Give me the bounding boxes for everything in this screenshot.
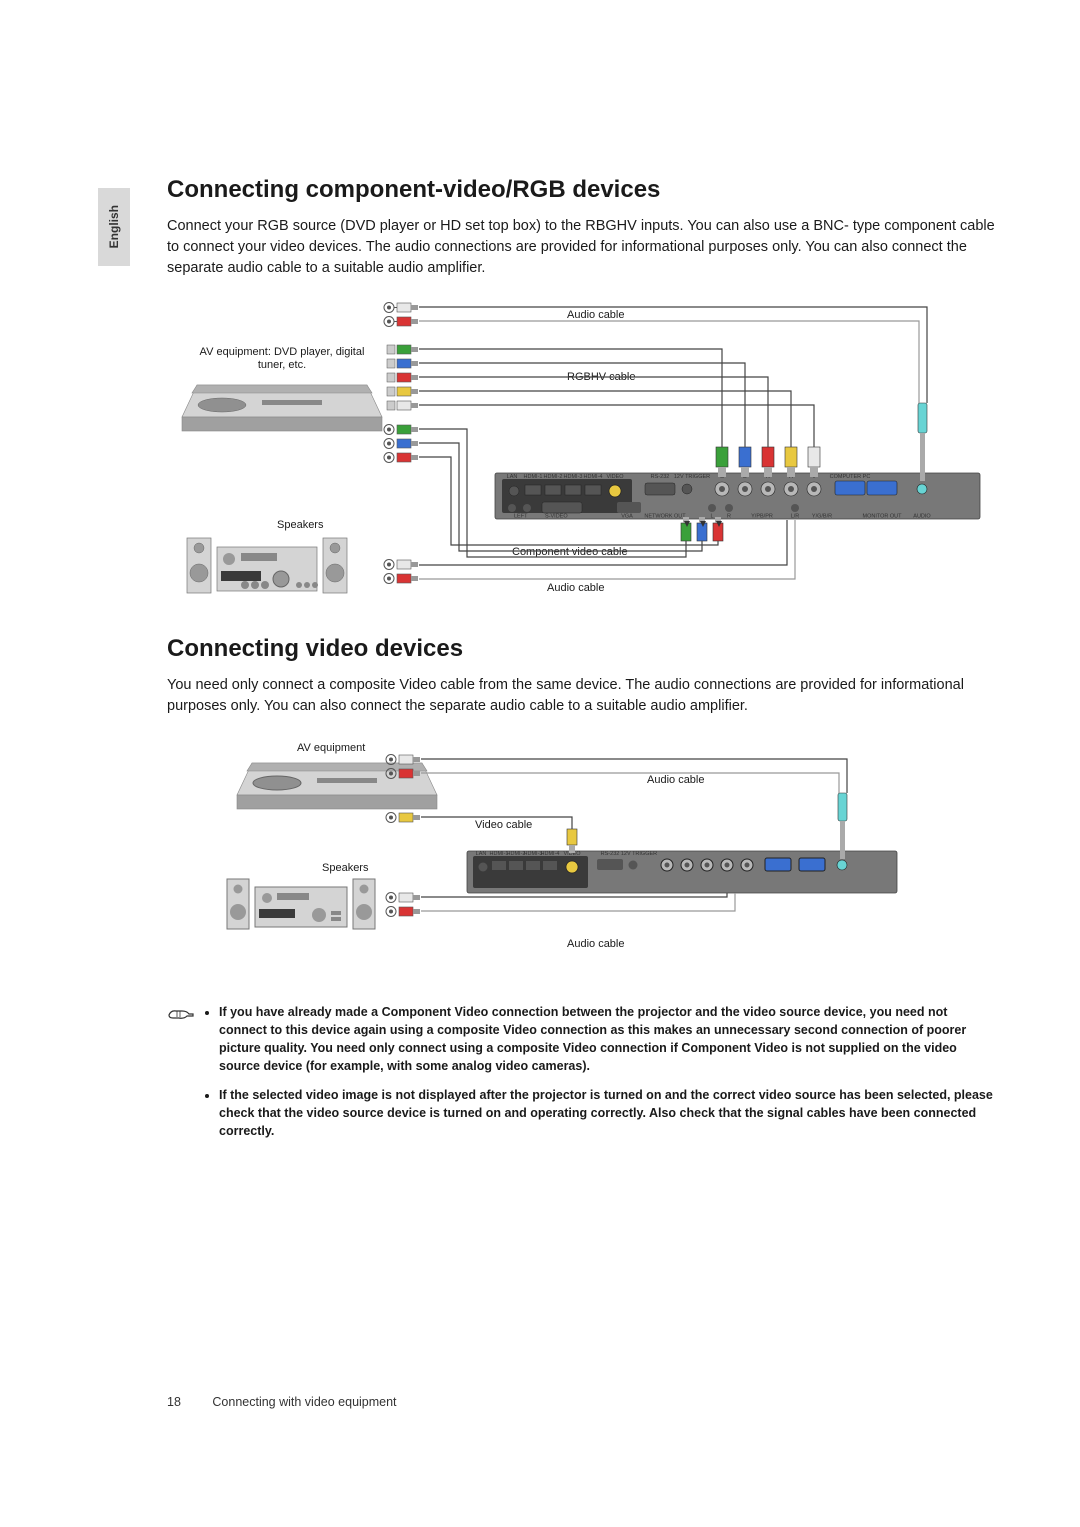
speakers-label: Speakers bbox=[277, 519, 324, 531]
svg-text:R: R bbox=[727, 514, 731, 520]
notes-list: If you have already made a Component Vid… bbox=[201, 1003, 997, 1150]
av-label: AV equipment: DVD player, digital bbox=[200, 346, 365, 358]
audio-cable-bottom-2: Audio cable bbox=[567, 938, 625, 950]
cables-group bbox=[419, 307, 927, 557]
svg-text:L/R: L/R bbox=[791, 514, 800, 520]
connector-column bbox=[384, 303, 418, 463]
section2-heading: Connecting video devices bbox=[167, 635, 997, 663]
svg-text:Y/PB/PR: Y/PB/PR bbox=[751, 514, 773, 520]
language-label: English bbox=[107, 205, 121, 248]
svg-text:HDMI-1: HDMI-1 bbox=[524, 474, 543, 480]
page-number: 18 bbox=[167, 1395, 181, 1409]
language-tab: English bbox=[98, 188, 130, 266]
svg-text:S-VIDEO: S-VIDEO bbox=[545, 514, 568, 520]
audio-plug-bottom-2 bbox=[386, 907, 420, 917]
projector-panel: LAN HDMI-1 HDMI-2 HDMI-3 HDMI-4 VIDEO RS… bbox=[495, 403, 980, 541]
svg-text:HDMI-2: HDMI-2 bbox=[544, 474, 563, 480]
note-item-1: If you have already made a Component Vid… bbox=[219, 1003, 997, 1076]
speakers-label-2: Speakers bbox=[322, 862, 369, 874]
dvd-player-icon bbox=[182, 385, 382, 431]
svg-text:VGA: VGA bbox=[621, 514, 633, 520]
svg-text:MONITOR OUT: MONITOR OUT bbox=[862, 514, 902, 520]
section2-body: You need only connect a composite Video … bbox=[167, 675, 997, 717]
svg-text:RS-232: RS-232 bbox=[651, 474, 670, 480]
svg-text:VIDEO: VIDEO bbox=[606, 474, 624, 480]
svg-text:NETWORK OUT: NETWORK OUT bbox=[644, 514, 686, 520]
svg-text:12V TRIGGER: 12V TRIGGER bbox=[674, 474, 710, 480]
notes-block: If you have already made a Component Vid… bbox=[167, 1003, 997, 1150]
audio-cable-top-label: Audio cable bbox=[567, 309, 625, 321]
video-cable-label: Video cable bbox=[475, 819, 532, 831]
svg-text:LAN: LAN bbox=[507, 474, 518, 480]
svg-text:RS-232: RS-232 bbox=[601, 851, 620, 857]
audio-cable-top-2: Audio cable bbox=[647, 774, 705, 786]
section1-body: Connect your RGB source (DVD player or H… bbox=[167, 216, 997, 279]
page-content: Connecting component-video/RGB devices C… bbox=[167, 176, 997, 1150]
audio-plug-bottom bbox=[386, 893, 420, 903]
diagram-component-rgb: AV equipment: DVD player, digital tuner,… bbox=[167, 295, 997, 615]
audio-cable-bottom-label: Audio cable bbox=[547, 582, 605, 594]
component-cable-label: Component video cable bbox=[512, 546, 628, 558]
svg-text:12V TRIGGER: 12V TRIGGER bbox=[621, 851, 657, 857]
projector-panel-2: LAN HDMI-1 HDMI-2 HDMI-3 HDMI-4 VIDEO RS… bbox=[467, 793, 897, 893]
speakers-icon-2 bbox=[227, 879, 375, 929]
av-label-2: tuner, etc. bbox=[258, 359, 306, 371]
svg-text:HDMI-4: HDMI-4 bbox=[584, 474, 603, 480]
section1-heading: Connecting component-video/RGB devices bbox=[167, 176, 997, 204]
svg-text:AUDIO: AUDIO bbox=[913, 514, 931, 520]
diagram-video: AV equipment Audio cable Video cable bbox=[167, 733, 997, 983]
svg-text:COMPUTER PC: COMPUTER PC bbox=[830, 474, 871, 480]
bottom-audio-plugs-2 bbox=[384, 574, 418, 584]
svg-text:HDMI-3: HDMI-3 bbox=[564, 474, 583, 480]
svg-text:HDMI-4: HDMI-4 bbox=[541, 851, 560, 857]
svg-text:LAN: LAN bbox=[476, 851, 487, 857]
note-item-2: If the selected video image is not displ… bbox=[219, 1086, 997, 1140]
bottom-audio-plugs bbox=[384, 560, 418, 570]
video-plug bbox=[386, 813, 420, 823]
svg-text:Y/G/B/R: Y/G/B/R bbox=[812, 514, 832, 520]
page-footer: 18 Connecting with video equipment bbox=[167, 1395, 397, 1409]
svg-text:LEFT: LEFT bbox=[514, 514, 528, 520]
footer-title: Connecting with video equipment bbox=[212, 1395, 396, 1409]
note-hand-icon bbox=[167, 1005, 195, 1025]
speakers-icon bbox=[187, 538, 347, 593]
av-label-2a: AV equipment bbox=[297, 742, 365, 754]
svg-text:L: L bbox=[710, 514, 713, 520]
